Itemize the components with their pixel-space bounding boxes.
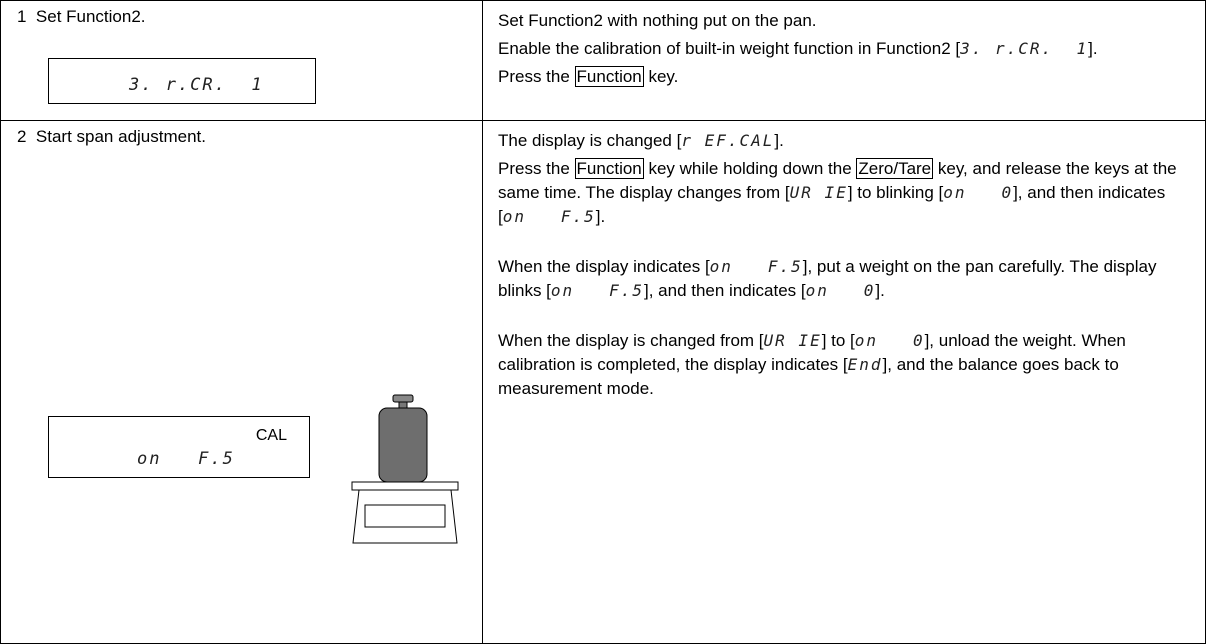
display-reading: on 0 bbox=[943, 183, 1014, 202]
paragraph: Press the Function key. bbox=[498, 65, 1191, 89]
table-row: 1 Set Function2. 3. r.CR. 1 Set Function… bbox=[0, 0, 1206, 121]
text-run: ], put a weight on the pan carefully. Th… bbox=[498, 257, 1157, 300]
display-reading: r EF.CAL bbox=[681, 131, 775, 150]
paragraph: Press the Function key while holding dow… bbox=[498, 157, 1191, 229]
text-run: ]. bbox=[595, 207, 606, 226]
table-row: 2 Start span adjustment. CAL on F.5 The … bbox=[0, 120, 1206, 644]
description-cell: Set Function2 with nothing put on the pa… bbox=[482, 0, 1206, 121]
text-run: ], and the balance goes back to measurem… bbox=[498, 355, 1119, 398]
text-run: ]. bbox=[774, 131, 784, 150]
display-text: 3. r.CR. 1 bbox=[129, 75, 264, 95]
text-run: key. bbox=[643, 67, 679, 86]
key-name: Zero/Tare bbox=[856, 158, 934, 179]
display-reading: on F.5 bbox=[502, 207, 596, 226]
key-name: Function bbox=[574, 66, 644, 87]
text-run: key, and release the keys at the same ti… bbox=[498, 159, 1177, 202]
step-title: 1 Set Function2. bbox=[17, 7, 146, 26]
text-run: Set Function2 with nothing put on the pa… bbox=[498, 11, 817, 30]
display-panel: 3. r.CR. 1 bbox=[48, 58, 316, 104]
display-text: on F.5 bbox=[137, 449, 235, 469]
text-run: The display is changed [ bbox=[498, 131, 682, 150]
text-run: ]. bbox=[1088, 39, 1098, 58]
display-reading: UR IE bbox=[763, 331, 822, 350]
text-run: Press the bbox=[498, 159, 575, 178]
display-reading: UR IE bbox=[789, 183, 848, 202]
display-reading: on F.5 bbox=[709, 257, 803, 276]
text-run: Enable the calibration of built-in weigh… bbox=[498, 39, 961, 58]
text-run: ] to blinking [ bbox=[847, 183, 944, 202]
balance-illustration bbox=[351, 394, 459, 544]
description-cell: The display is changed [r EF.CAL]. Press … bbox=[482, 120, 1206, 644]
paragraph: Set Function2 with nothing put on the pa… bbox=[498, 9, 1191, 33]
text-run: key while holding down the bbox=[643, 159, 857, 178]
text-run: ], unload the weight. When calibration i… bbox=[498, 331, 1126, 374]
paragraph: The display is changed [r EF.CAL]. bbox=[498, 129, 1191, 153]
paragraph: When the display is changed from [UR IE]… bbox=[498, 329, 1191, 401]
text-run: ] to [ bbox=[821, 331, 855, 350]
display-label: CAL bbox=[255, 427, 287, 444]
text-run: When the display indicates [ bbox=[498, 257, 710, 276]
display-reading: End bbox=[847, 355, 883, 374]
paragraph: When the display indicates [on F.5], put… bbox=[498, 255, 1191, 303]
step-title: 2 Start span adjustment. bbox=[17, 127, 206, 146]
text-run: ]. bbox=[875, 281, 885, 300]
text-run: Press the bbox=[498, 67, 575, 86]
display-reading: 3. r.CR. 1 bbox=[960, 39, 1089, 58]
display-reading: on F.5 bbox=[550, 281, 644, 300]
text-run: ], and then indicates [ bbox=[643, 281, 806, 300]
display-reading: on 0 bbox=[805, 281, 876, 300]
display-reading: on 0 bbox=[854, 331, 925, 350]
key-name: Function bbox=[574, 158, 644, 179]
step-cell: 2 Start span adjustment. CAL on F.5 bbox=[0, 120, 483, 644]
display-panel: CAL on F.5 bbox=[48, 416, 310, 478]
text-run: When the display is changed from [ bbox=[498, 331, 764, 350]
step-cell: 1 Set Function2. 3. r.CR. 1 bbox=[0, 0, 483, 121]
paragraph: Enable the calibration of built-in weigh… bbox=[498, 37, 1191, 61]
text-run: ], and then indicates [ bbox=[498, 183, 1166, 226]
